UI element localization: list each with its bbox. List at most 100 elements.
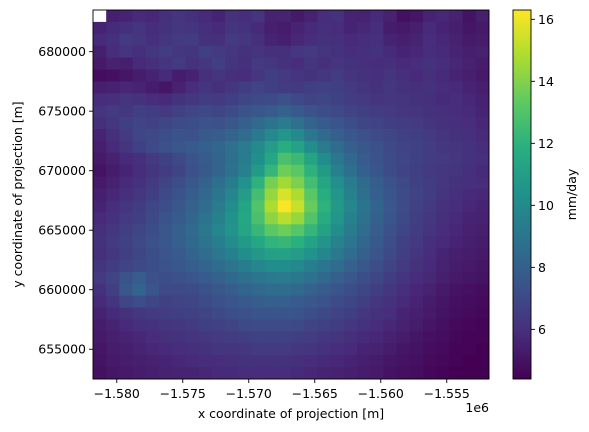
heatmap-cell [172,343,186,356]
heatmap-cell [370,271,384,285]
heatmap-cell [436,331,450,344]
heatmap-cell [423,212,437,225]
heatmap-cell [291,129,305,142]
heatmap-cell [238,152,252,166]
heatmap-cell [198,200,213,213]
heatmap-cell [317,331,331,344]
heatmap-cell [304,283,318,297]
heatmap-cell [277,343,292,356]
heatmap-cell [106,295,120,308]
heatmap-cell [225,69,239,82]
heatmap-cell [225,45,239,59]
heatmap-cell [277,367,292,380]
heatmap-cell [198,176,213,189]
heatmap-cell [436,319,450,332]
heatmap-cell [462,57,477,70]
heatmap-cell [330,331,345,344]
heatmap-cell [370,283,384,297]
heatmap-cell [159,105,173,118]
heatmap-cell [396,117,411,130]
heatmap-cell [106,164,120,178]
heatmap-cell [106,129,120,142]
heatmap-cell [462,307,477,320]
heatmap-cell [185,224,199,237]
heatmap-cell [343,33,358,47]
heatmap-cell [119,129,133,142]
heatmap-cell [383,331,397,344]
heatmap-cell [409,259,424,273]
heatmap-cell [330,248,345,261]
heatmap-cell [225,307,239,320]
heatmap-cell [172,81,186,94]
heatmap-cell [343,81,358,94]
heatmap-cell [225,10,239,23]
colorbar-tick-label: 16 [538,12,554,27]
heatmap-cell [383,140,397,154]
heatmap-cell [330,271,345,285]
heatmap-cell [93,117,107,130]
heatmap-cell [330,319,345,332]
heatmap-cell [159,93,173,106]
heatmap-cell [251,140,265,154]
heatmap-cell [132,93,147,106]
heatmap-cell [449,331,463,344]
heatmap-cell [238,212,252,225]
heatmap-cell [145,283,160,297]
heatmap-cell [396,93,411,106]
heatmap-cell [370,343,384,356]
colorbar-tick-label: 8 [538,260,546,275]
heatmap-cell [475,331,490,344]
heatmap-cell [119,343,133,356]
heatmap-cell [277,331,292,344]
heatmap-cell [343,271,358,285]
heatmap-cell [396,307,411,320]
heatmap-cell [409,188,424,201]
heatmap-cell [475,140,490,154]
heatmap-cell [225,105,239,118]
heatmap-cell [357,236,371,249]
heatmap-cell [211,117,226,130]
heatmap-cell [436,33,450,47]
heatmap-cell [106,283,120,297]
heatmap-cell [119,164,133,178]
heatmap-cell [198,355,213,368]
heatmap-cell [409,176,424,189]
heatmap-cell [304,259,318,273]
heatmap-cell [198,33,213,47]
heatmap-cell [343,117,358,130]
heatmap-cell [449,117,463,130]
heatmap-cell [449,57,463,70]
heatmap-cell [264,93,279,106]
heatmap-cell [198,343,213,356]
heatmap-cell [172,200,186,213]
heatmap-cell [409,200,424,213]
heatmap-cell [370,319,384,332]
heatmap-cell [119,105,133,118]
heatmap-cell [370,367,384,380]
heatmap-cell [343,295,358,308]
heatmap-cell [225,212,239,225]
heatmap-cell [396,21,411,35]
heatmap-cell [198,271,213,285]
heatmap-cell [423,21,437,35]
heatmap-cell [238,129,252,142]
heatmap-cell [277,307,292,320]
x-tick-label: −1.580 [94,386,140,401]
heatmap-cell [409,367,424,380]
heatmap-cell [317,212,331,225]
heatmap-cell [93,152,107,166]
heatmap-cell [343,105,358,118]
heatmap-cell [211,176,226,189]
heatmap-cell [185,57,199,70]
heatmap-cell [225,117,239,130]
heatmap-cell [172,248,186,261]
heatmap-cell [132,117,147,130]
heatmap-cell [436,117,450,130]
heatmap-cell [106,248,120,261]
heatmap-cell [159,200,173,213]
heatmap-cell [436,212,450,225]
heatmap-cell [304,33,318,47]
heatmap-cell [185,69,199,82]
heatmap-cell [317,45,331,59]
heatmap-cell [198,283,213,297]
